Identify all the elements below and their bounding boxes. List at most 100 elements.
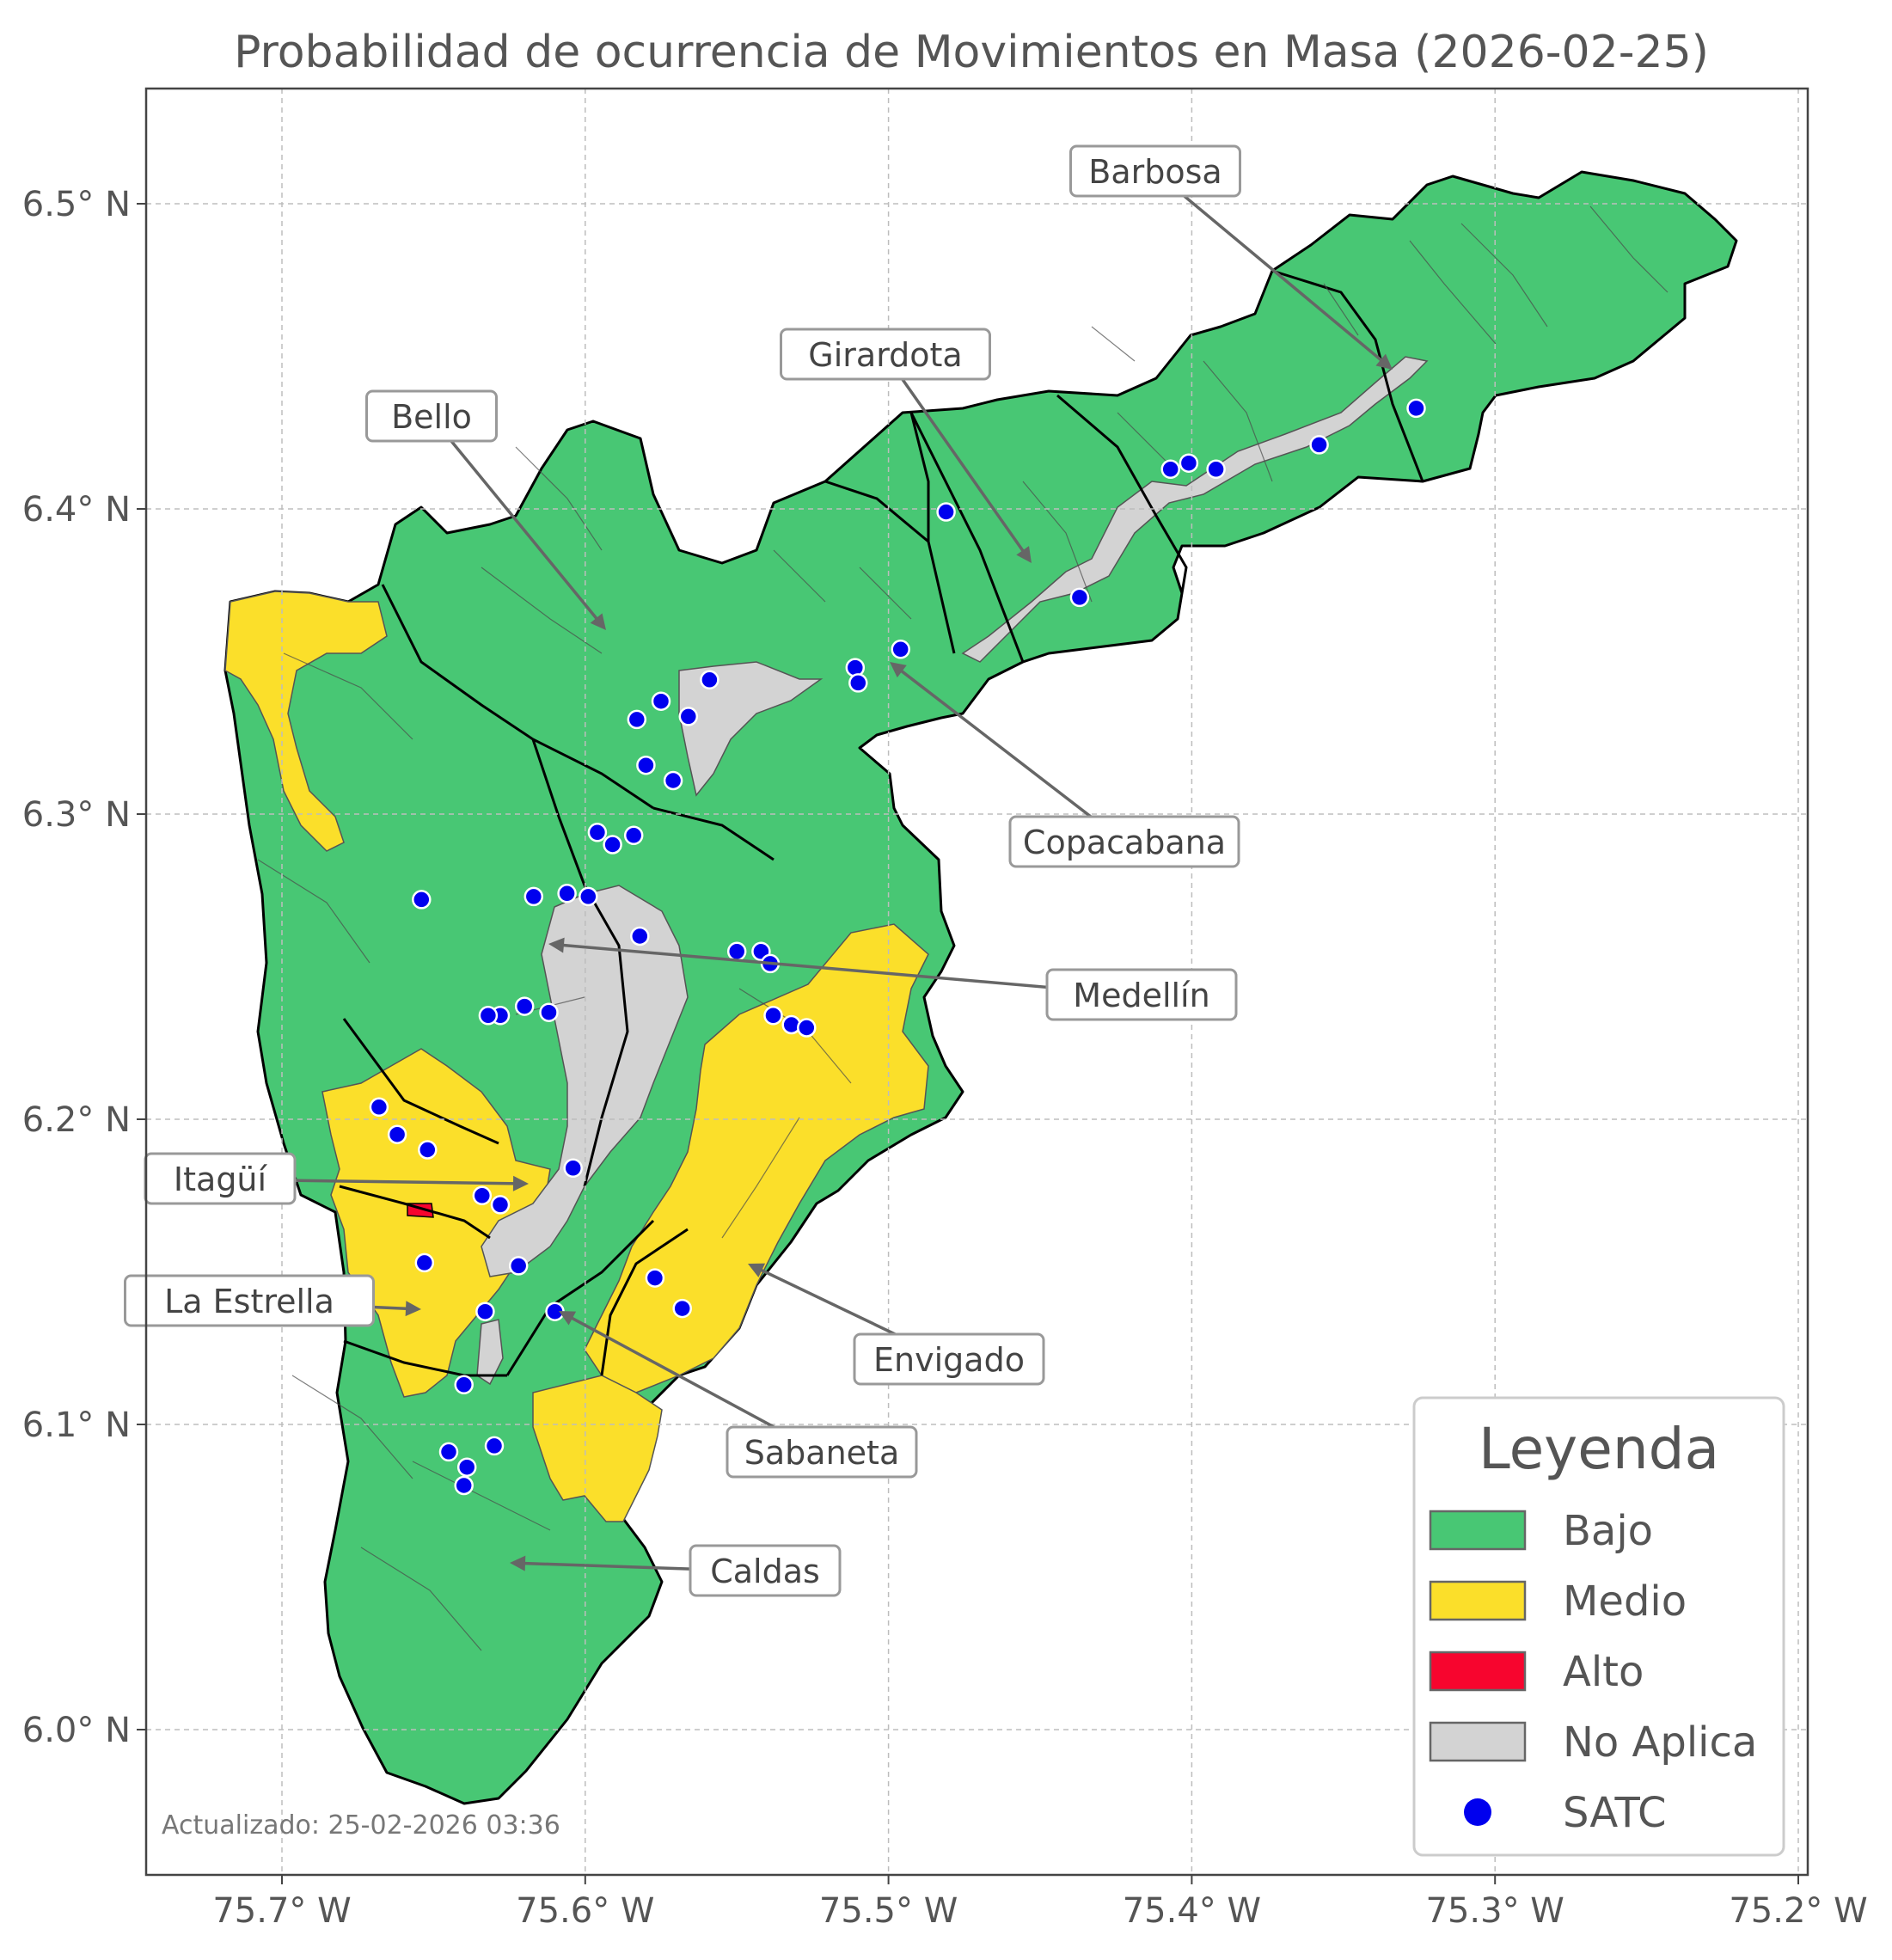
territory-layer	[223, 170, 1738, 1805]
vereda-boundaries	[257, 205, 1669, 1651]
satc-station-marker	[579, 886, 598, 907]
municipality-callouts: Barbosa Girardota Bello Copacabana Medellín I…	[124, 144, 1393, 1597]
callout-box	[365, 389, 498, 443]
vereda-boundary	[1022, 481, 1093, 603]
callout-arrowhead	[1016, 546, 1032, 563]
vereda-boundary	[360, 1547, 482, 1651]
callout-la-estrella: La Estrella	[124, 1274, 421, 1327]
satc-station-marker	[557, 884, 577, 903]
callout-itag-: Itagüí	[144, 1152, 529, 1205]
legend-label: Bajo	[1563, 1507, 1653, 1555]
satc-station-marker	[563, 1158, 583, 1179]
axis-ticks: 75.7° W 75.6° W 75.5° W 75.4° W 75.3° W 75.2°…	[22, 185, 1868, 1931]
region-medio	[584, 923, 929, 1393]
callout-label: Barbosa	[1088, 153, 1222, 191]
callout-arrowhead	[1375, 353, 1393, 370]
satc-station-marker	[412, 890, 432, 910]
x-tick-label: 75.3° W	[1426, 1891, 1564, 1931]
callout-label: Copacabana	[1023, 824, 1226, 861]
callout-arrowhead	[405, 1301, 421, 1317]
satc-station-marker	[797, 1018, 817, 1038]
callout-label: Bello	[391, 398, 472, 436]
callout-envigado: Envigado	[748, 1263, 1045, 1386]
legend-items: Bajo Medio Alto No Aplica SATC	[1429, 1507, 1757, 1837]
callout-box	[1045, 968, 1238, 1021]
satc-station-marker	[700, 670, 719, 690]
legend-title: Leyenda	[1479, 1416, 1719, 1482]
callout-label: Sabaneta	[744, 1434, 899, 1472]
x-tick-label: 75.5° W	[819, 1891, 958, 1931]
satc-station-marker	[490, 1195, 511, 1215]
satc-station-marker	[524, 886, 544, 907]
callout-caldas: Caldas	[510, 1544, 842, 1597]
vereda-boundary	[1323, 283, 1359, 336]
satc-station-marker	[387, 1124, 407, 1144]
satc-station-marker	[623, 825, 644, 846]
satc-station-marker	[845, 658, 866, 677]
region-medio	[224, 591, 388, 852]
callout-label: Envigado	[873, 1341, 1025, 1379]
callout-bello: Bello	[365, 389, 606, 630]
satc-station-marker	[726, 941, 747, 962]
satc-stations	[369, 398, 1426, 1496]
callout-arrowhead	[890, 662, 907, 678]
satc-station-marker	[539, 1002, 559, 1022]
satc-station-marker	[848, 673, 868, 693]
municipal-boundary	[1056, 394, 1188, 594]
vereda-boundary	[1409, 240, 1497, 345]
legend-swatch	[1429, 1721, 1527, 1762]
satc-station-marker	[454, 1475, 474, 1496]
legend-swatch	[1429, 1510, 1527, 1551]
satc-station-marker	[636, 755, 656, 775]
legend-label: SATC	[1563, 1789, 1667, 1837]
y-tick-label: 6.1° N	[22, 1406, 131, 1445]
vereda-boundary	[481, 567, 603, 654]
callout-arrow	[551, 942, 1142, 997]
y-tick-label: 6.2° N	[22, 1100, 131, 1140]
vereda-boundary	[1091, 326, 1136, 362]
satc-station-marker	[438, 1442, 459, 1462]
map-title: Probabilidad de ocurrencia de Movimiento…	[234, 27, 1709, 78]
municipal-boundary	[339, 1185, 491, 1240]
y-tick-label: 6.0° N	[22, 1711, 131, 1750]
map-frame	[144, 87, 1809, 1877]
callout-medell-n: Medellín	[548, 937, 1238, 1021]
callout-box	[853, 1332, 1045, 1386]
satc-station-marker	[1179, 453, 1199, 473]
callout-label: Caldas	[710, 1553, 820, 1590]
vereda-boundary	[1589, 205, 1669, 293]
callout-box	[124, 1274, 375, 1327]
satc-station-marker	[1069, 587, 1090, 608]
satc-station-marker	[678, 707, 699, 726]
municipal-boundary	[583, 885, 629, 1187]
satc-station-marker	[484, 1436, 505, 1456]
callout-arrow	[430, 415, 605, 629]
y-tick-label: 6.3° N	[22, 795, 131, 835]
satc-station-marker	[587, 823, 608, 842]
municipal-boundary	[909, 412, 1025, 663]
municipal-boundary	[342, 1018, 499, 1145]
callout-arrowhead	[748, 1263, 766, 1277]
callout-arrow	[1154, 170, 1392, 369]
satc-station-marker	[418, 1140, 438, 1160]
satc-station-marker	[1406, 398, 1426, 419]
satc-station-marker	[478, 1006, 499, 1026]
callout-sabaneta: Sabaneta	[559, 1311, 918, 1479]
satc-station-marker	[891, 640, 910, 659]
satc-station-marker	[1206, 459, 1226, 480]
vereda-boundary	[257, 859, 370, 964]
callout-arrow	[884, 353, 1032, 561]
callout-box	[780, 328, 991, 381]
satc-station-marker	[603, 835, 622, 854]
satc-station-marker	[414, 1253, 435, 1273]
region-no-aplica	[678, 661, 824, 797]
callout-copacabana: Copacabana	[890, 662, 1240, 868]
satc-station-marker	[663, 770, 683, 791]
region-no-aplica	[961, 356, 1429, 663]
satc-station-marker	[645, 1268, 665, 1288]
satc-station-marker	[369, 1097, 389, 1118]
vereda-boundary	[859, 567, 912, 620]
satc-station-marker	[627, 709, 647, 730]
satc-station-marker	[475, 1302, 495, 1321]
